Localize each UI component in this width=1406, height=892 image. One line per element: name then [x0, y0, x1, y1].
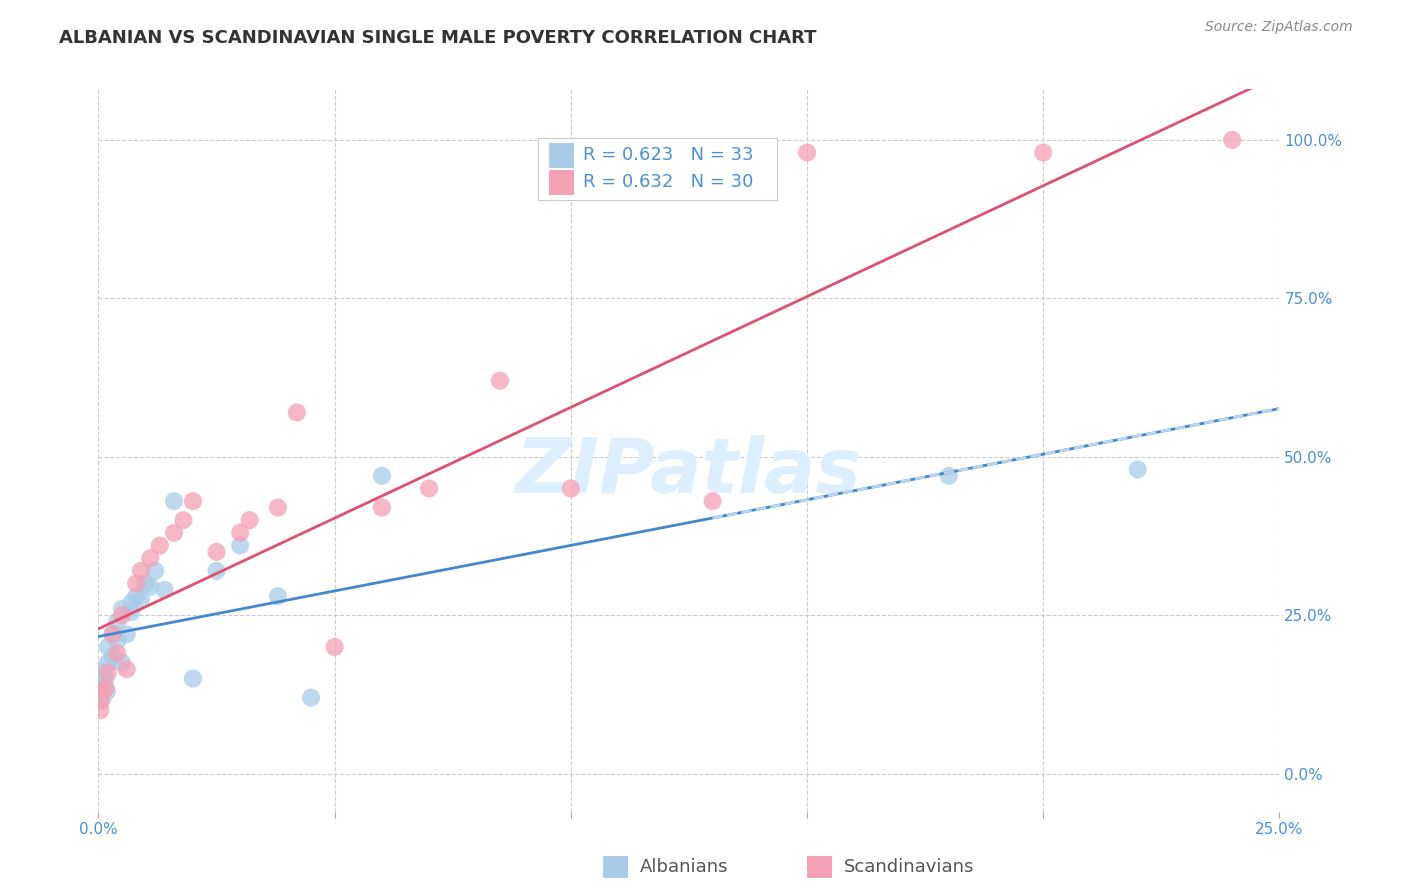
Point: [93, 665, 115, 680]
Point: [90, 674, 112, 689]
Point: [89, 703, 111, 717]
Point: [172, 513, 194, 527]
Text: Scandinavians: Scandinavians: [844, 858, 974, 876]
Point: [125, 589, 148, 603]
Point: [94, 672, 117, 686]
Text: Albanians: Albanians: [640, 858, 728, 876]
Text: R = 0.623   N = 33: R = 0.623 N = 33: [582, 146, 754, 164]
Point: [163, 525, 186, 540]
Point: [90, 694, 112, 708]
Point: [97, 665, 120, 680]
Point: [285, 405, 308, 419]
Point: [129, 592, 152, 607]
Point: [105, 615, 128, 629]
Point: [560, 482, 582, 496]
Point: [96, 684, 118, 698]
Point: [267, 589, 290, 603]
Point: [135, 576, 157, 591]
Text: ALBANIAN VS SCANDINAVIAN SINGLE MALE POVERTY CORRELATION CHART: ALBANIAN VS SCANDINAVIAN SINGLE MALE POV…: [59, 29, 817, 47]
Point: [91, 684, 114, 698]
Point: [97, 656, 120, 670]
Text: ZIPatlas: ZIPatlas: [516, 435, 862, 509]
Point: [111, 656, 134, 670]
Point: [299, 690, 322, 705]
Point: [229, 525, 252, 540]
Point: [101, 649, 124, 664]
Point: [139, 580, 162, 594]
Point: [323, 640, 346, 654]
Point: [371, 468, 394, 483]
Point: [1032, 145, 1054, 160]
Point: [91, 678, 114, 692]
Point: [489, 374, 512, 388]
Point: [371, 500, 394, 515]
Point: [139, 551, 162, 566]
Text: R = 0.632   N = 30: R = 0.632 N = 30: [582, 173, 752, 192]
Point: [205, 564, 228, 578]
Point: [101, 627, 124, 641]
Point: [702, 494, 724, 508]
Point: [229, 539, 252, 553]
Point: [101, 627, 124, 641]
Point: [1220, 133, 1243, 147]
Point: [796, 145, 818, 160]
Point: [91, 690, 114, 705]
Point: [163, 494, 186, 508]
Point: [129, 564, 152, 578]
Point: [125, 576, 148, 591]
Point: [267, 500, 290, 515]
Point: [1126, 462, 1149, 476]
Point: [115, 662, 138, 676]
Point: [121, 596, 143, 610]
Point: [121, 605, 143, 619]
Point: [105, 646, 128, 660]
Point: [111, 608, 134, 623]
Point: [149, 539, 172, 553]
Point: [418, 482, 440, 496]
Point: [89, 684, 111, 698]
Point: [205, 545, 228, 559]
Text: Source: ZipAtlas.com: Source: ZipAtlas.com: [1205, 20, 1353, 34]
Point: [94, 681, 117, 695]
Point: [143, 564, 166, 578]
Point: [105, 633, 128, 648]
Point: [153, 582, 176, 597]
Point: [181, 672, 204, 686]
Point: [239, 513, 262, 527]
Point: [111, 602, 134, 616]
Point: [938, 468, 960, 483]
Point: [115, 627, 138, 641]
Point: [181, 494, 204, 508]
Point: [97, 640, 120, 654]
